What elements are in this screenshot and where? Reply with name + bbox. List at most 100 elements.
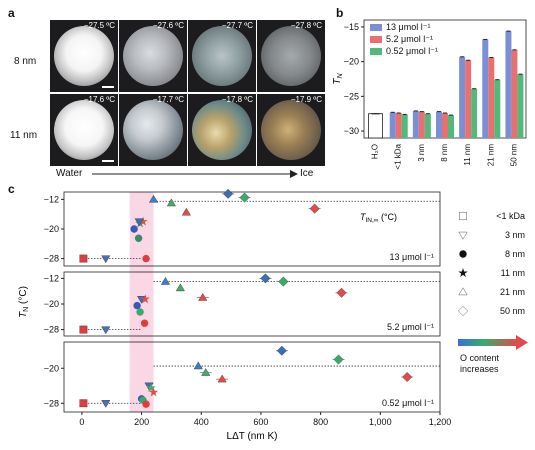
bar-h2o: [368, 113, 383, 139]
marker-diamond: [260, 273, 271, 284]
scale-bar: [102, 160, 114, 162]
plateau-label: TIN,∞ (°C): [360, 212, 397, 224]
marker-triangle-down: [134, 218, 144, 227]
x-tick-label: 50 nm: [509, 144, 518, 167]
bar: [471, 88, 478, 138]
scatter-chart-tn-vs-ldt: −12 −20 −28 13 μmol l⁻¹ TIN,∞ (°C) −12 −20 −28 5…: [18, 188, 528, 442]
y-tick-label: −15: [344, 22, 359, 32]
marker-diamond: [223, 188, 234, 199]
legend-label: 21 nm: [500, 287, 525, 297]
legend-label: 50 nm: [500, 306, 525, 316]
concentration-label: 5.2 μmol l⁻¹: [387, 322, 434, 332]
panel-b-letter: b: [336, 6, 344, 20]
marker-triangle-up: [175, 283, 185, 292]
concentration-label: 13 μmol l⁻¹: [390, 252, 434, 262]
scatter-subpanel-1: −12 −20 −28 13 μmol l⁻¹ TIN,∞ (°C): [44, 188, 441, 267]
y-tick-label: −28: [44, 325, 59, 335]
y-axis-label: TN: [332, 72, 344, 84]
bar: [389, 112, 396, 138]
y-tick-label: −20: [344, 57, 359, 67]
marker-triangle-up: [198, 293, 208, 301]
marker-circle: [140, 319, 149, 327]
bar: [517, 74, 524, 138]
micrograph-11nm-2: −17.7 ºC: [119, 94, 187, 166]
marker-diamond: [239, 192, 250, 203]
marker-circle: [134, 234, 143, 242]
temp-label: −27.7 ºC: [221, 21, 253, 30]
temp-label: −27.5 ºC: [83, 21, 115, 30]
x-tick-label: 8 nm: [440, 144, 449, 162]
temp-label: −27.8 ºC: [290, 21, 322, 30]
marker-triangle-down: [101, 400, 111, 408]
plot-frame: [63, 271, 441, 337]
concentration-label: 0.52 μmol l⁻¹: [382, 398, 434, 408]
bar: [401, 114, 408, 138]
bar: [424, 113, 431, 138]
y-tick-label: −30: [344, 126, 359, 136]
legend-label: 0.52 μmol l⁻¹: [386, 46, 438, 56]
bar: [448, 115, 454, 138]
y-tick-label: −12: [44, 273, 59, 283]
bar: [511, 49, 518, 138]
micrograph-11nm-3: −17.8 ºC: [188, 94, 256, 166]
legend-swatch: [370, 24, 382, 31]
marker-diamond: [333, 354, 344, 365]
legend-label: 5.2 μmol l⁻¹: [386, 34, 433, 44]
marker-diamond: [276, 345, 287, 356]
x-tick-label: 21 nm: [486, 144, 495, 167]
micrograph-11nm-1: −17.6 ºC: [50, 94, 118, 166]
x-tick-label: 1,200: [429, 417, 452, 427]
marker-triangle-up: [166, 198, 176, 207]
marker-triangle-up: [148, 194, 159, 203]
marker-star: [148, 387, 159, 397]
ice-label: Ice: [300, 168, 314, 179]
x-tick-label: 200: [134, 417, 149, 427]
plot-frame: [63, 341, 441, 413]
y-tick-label: −28: [44, 254, 59, 264]
panel-c-letter: c: [8, 182, 15, 196]
legend-label: <1 kDa: [496, 211, 525, 221]
legend-swatch: [370, 48, 382, 55]
x-tick-label: 0: [79, 417, 84, 427]
bar: [494, 79, 501, 138]
row-label-11nm: 11 nm: [10, 130, 38, 141]
bar-chart-tn: −15 −20 −25 −30 TN H₂O <1 kDa 3 nm 8 nm 11 nm 21 n…: [332, 19, 527, 170]
x-tick-label: 1,000: [369, 417, 392, 427]
legend-label: 13 μmol l⁻¹: [386, 22, 430, 32]
x-tick-label: 11 nm: [463, 144, 472, 166]
temp-label: −17.9 ºC: [290, 95, 322, 104]
y-tick-label: −25: [344, 91, 359, 101]
marker-triangle-up: [201, 368, 211, 376]
bar: [436, 111, 442, 138]
micrograph-8nm-4: −27.8 ºC: [257, 20, 325, 92]
marker-square: [79, 325, 88, 334]
marker-triangle-up: [181, 207, 191, 216]
legend-label: 11 nm: [501, 268, 525, 278]
bar: [395, 113, 402, 138]
x-tick-label: 800: [313, 417, 328, 427]
marker-triangle-up: [193, 361, 203, 370]
x-axis-label: LΔT (nm K): [227, 431, 278, 442]
bar: [505, 31, 512, 139]
bar: [459, 56, 466, 138]
legend-label: 8 nm: [505, 249, 525, 259]
micrograph-11nm-4: −17.9 ºC: [257, 94, 325, 166]
x-tick-label: <1 kDa: [394, 143, 403, 169]
marker-circle: [459, 250, 467, 258]
marker-triangle-up: [160, 277, 171, 285]
legend-label: 3 nm: [505, 230, 525, 240]
legend-swatch: [370, 36, 382, 43]
y-tick-label: −12: [44, 194, 59, 204]
marker-square: [459, 212, 467, 220]
o-content-label: O content: [460, 353, 500, 363]
micrograph-8nm-3: −27.7 ºC: [188, 20, 256, 92]
marker-square: [79, 254, 88, 263]
marker-triangle-down: [101, 255, 111, 264]
o-content-arrow-head: [516, 335, 528, 350]
marker-triangle-up: [458, 287, 468, 296]
micrograph-8nm-2: −27.6 ºC: [119, 20, 187, 92]
marker-diamond: [278, 276, 289, 287]
y-tick-label: −20: [44, 363, 59, 373]
marker-diamond: [402, 372, 413, 382]
bar: [465, 60, 472, 139]
